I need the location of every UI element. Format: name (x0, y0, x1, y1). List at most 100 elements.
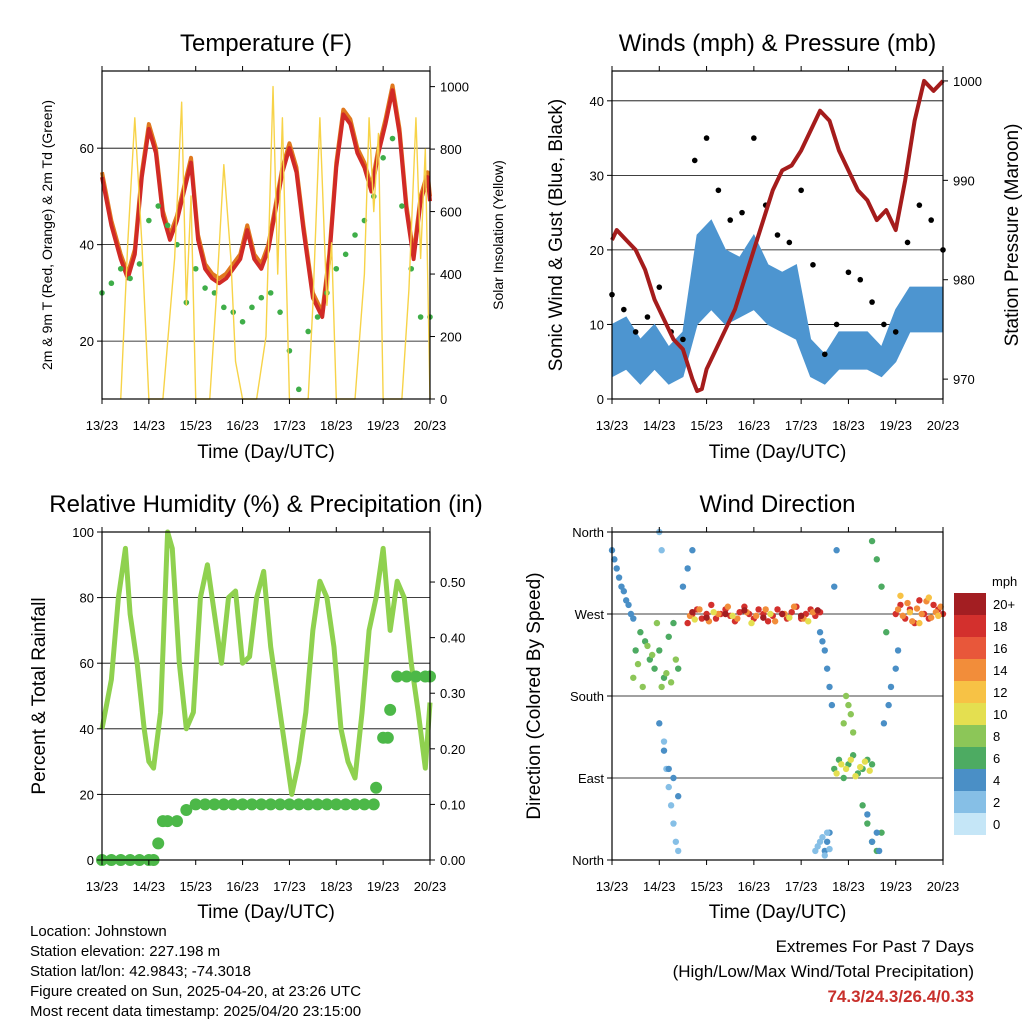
direction-group-4 (656, 528, 682, 855)
y-tick-label: 10 (590, 317, 604, 332)
data-point (826, 683, 833, 691)
station-location: Location: Johnstown (30, 923, 167, 940)
data-point (774, 606, 781, 613)
data-point (202, 285, 208, 291)
data-point (925, 594, 933, 601)
x-axis-title: Time (Day/UTC) (709, 442, 847, 463)
extremes-subtitle: (High/Low/Max Wind/Total Precipitation) (672, 962, 974, 981)
direction-group-19 (897, 592, 942, 627)
data-point (155, 203, 162, 209)
data-point (653, 619, 661, 627)
x-tick-label: 15/23 (179, 879, 212, 894)
x-tick-label: 14/23 (133, 879, 166, 894)
data-point (881, 321, 887, 328)
data-point (913, 605, 921, 612)
x-tick-label: 20/23 (927, 879, 960, 894)
x-tick-label: 13/23 (86, 879, 119, 894)
data-point (935, 612, 942, 620)
y2-axis-title: Station Pressure (Maroon) (1002, 124, 1023, 347)
data-point (892, 329, 899, 335)
data-point (916, 597, 923, 604)
colorbar-swatch (954, 703, 986, 725)
data-point (786, 614, 793, 621)
y-tick-label: South (570, 689, 604, 704)
data-point (823, 829, 831, 836)
data-point (790, 603, 798, 610)
data-point (615, 574, 623, 581)
x-tick-label: 13/23 (596, 879, 629, 894)
data-point (894, 606, 902, 613)
colorbar-label: 12 (993, 685, 1007, 700)
data-point (845, 269, 852, 276)
data-point (887, 683, 895, 691)
data-point (816, 629, 824, 636)
data-point (868, 838, 876, 845)
data-point (826, 845, 833, 853)
data-point (696, 606, 703, 613)
plot-frame (611, 70, 944, 400)
colorbar-swatch (954, 813, 986, 835)
colorbar: mph 20+ 18 16 14 12 10 8 6 4 2 0 (954, 574, 1017, 835)
y-tick-label: 60 (80, 656, 94, 671)
y-tick-label: 20 (80, 334, 94, 349)
data-point (831, 583, 838, 590)
data-point (821, 852, 828, 859)
data-point (264, 798, 277, 811)
figure-created: Figure created on Sun, 2025-04-20, at 23… (30, 983, 362, 1000)
data-point (670, 820, 677, 827)
chart-title: Winds (mph) & Pressure (mb) (619, 30, 936, 57)
x-tick-label: 20/23 (414, 418, 447, 433)
data-point (199, 798, 212, 811)
x-tick-label: 17/23 (273, 418, 306, 433)
direction-group-13 (833, 756, 873, 780)
data-point (400, 670, 413, 683)
series-points-2 (96, 670, 436, 866)
colorbar-label: 14 (993, 663, 1007, 678)
data-point (221, 304, 227, 311)
data-point (665, 783, 672, 791)
data-point (868, 537, 876, 545)
data-point (358, 798, 371, 811)
chart-title: Relative Humidity (%) & Precipitation (i… (49, 491, 482, 518)
data-point (305, 328, 311, 335)
data-point (267, 290, 274, 296)
data-point (774, 232, 781, 238)
data-point (621, 306, 627, 313)
data-point (821, 647, 828, 654)
data-point (656, 284, 663, 290)
y2-axis-title: Solar Insolation (Yellow) (490, 160, 506, 310)
data-point (751, 135, 757, 141)
colorbar-label: 2 (993, 795, 1000, 810)
data-point (352, 232, 358, 238)
data-point (127, 275, 133, 282)
data-point (892, 665, 899, 672)
x-tick-label: 18/23 (320, 879, 353, 894)
data-point (658, 547, 665, 554)
x-tick-label: 17/23 (273, 879, 306, 894)
y-tick-label: East (578, 771, 604, 786)
data-point (658, 683, 665, 691)
data-point (828, 701, 836, 709)
y-tick-label: 40 (80, 722, 94, 737)
chart-panel-3: Relative Humidity (%) & Precipitation (i… (29, 491, 483, 923)
data-point (644, 314, 651, 320)
y2-tick-label: 0.50 (440, 575, 465, 590)
data-point (136, 261, 143, 267)
data-point (771, 618, 779, 625)
data-point (689, 608, 696, 616)
y2-tick-label: 1000 (440, 80, 469, 95)
data-point (878, 583, 885, 590)
data-point (117, 265, 124, 272)
colorbar-swatch (954, 791, 986, 813)
data-point (320, 798, 333, 811)
data-point (630, 615, 637, 622)
y-axis-title: Direction (Colored By Speed) (524, 572, 545, 819)
data-point (894, 647, 902, 654)
x-axis-title: Time (Day/UTC) (709, 902, 847, 923)
y-tick-label: 60 (80, 141, 94, 156)
x-tick-label: 18/23 (832, 418, 865, 433)
data-point (417, 314, 424, 320)
y-tick-label: 30 (590, 168, 604, 183)
data-point (637, 629, 644, 636)
data-point (620, 588, 628, 595)
